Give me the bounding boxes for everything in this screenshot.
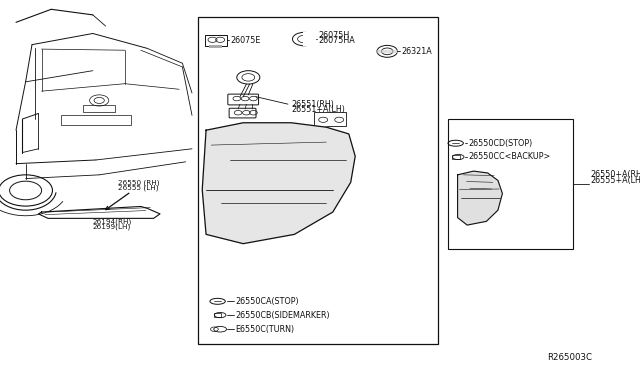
Text: 26075H: 26075H bbox=[318, 31, 349, 40]
Polygon shape bbox=[458, 171, 502, 225]
Text: 26199(LH): 26199(LH) bbox=[93, 223, 131, 230]
Text: R265003C: R265003C bbox=[547, 353, 592, 362]
Bar bbox=[61, 115, 131, 125]
Text: 26551(RH): 26551(RH) bbox=[291, 100, 334, 109]
Text: 26075HA: 26075HA bbox=[318, 36, 355, 45]
Text: 26550 (RH): 26550 (RH) bbox=[118, 179, 160, 186]
Polygon shape bbox=[202, 123, 355, 244]
Bar bbox=[205, 35, 227, 46]
Text: 26321A: 26321A bbox=[401, 47, 432, 56]
Bar bbox=[452, 155, 460, 159]
Text: 26550+A(RH): 26550+A(RH) bbox=[590, 170, 640, 179]
Bar bbox=[83, 105, 115, 112]
Text: E6550C(TURN): E6550C(TURN) bbox=[235, 325, 294, 334]
Text: 26075E: 26075E bbox=[230, 36, 260, 45]
Bar bbox=[209, 45, 222, 48]
Bar bbox=[314, 112, 346, 126]
Text: 26555+A(LH): 26555+A(LH) bbox=[590, 176, 640, 185]
Text: 26550CB(SIDEMARKER): 26550CB(SIDEMARKER) bbox=[235, 311, 330, 320]
Text: 26550CA(STOP): 26550CA(STOP) bbox=[235, 297, 298, 306]
Bar bbox=[214, 313, 221, 317]
Bar bbox=[448, 119, 573, 249]
Text: 26550CC<BACKUP>: 26550CC<BACKUP> bbox=[468, 153, 551, 161]
Bar bbox=[198, 17, 438, 344]
Bar bbox=[303, 32, 317, 46]
Text: 26551+A(LH): 26551+A(LH) bbox=[291, 105, 345, 114]
Text: 26194(RH): 26194(RH) bbox=[93, 218, 132, 225]
Text: 26555 (LH): 26555 (LH) bbox=[118, 184, 159, 191]
Text: 26550CD(STOP): 26550CD(STOP) bbox=[468, 139, 532, 148]
